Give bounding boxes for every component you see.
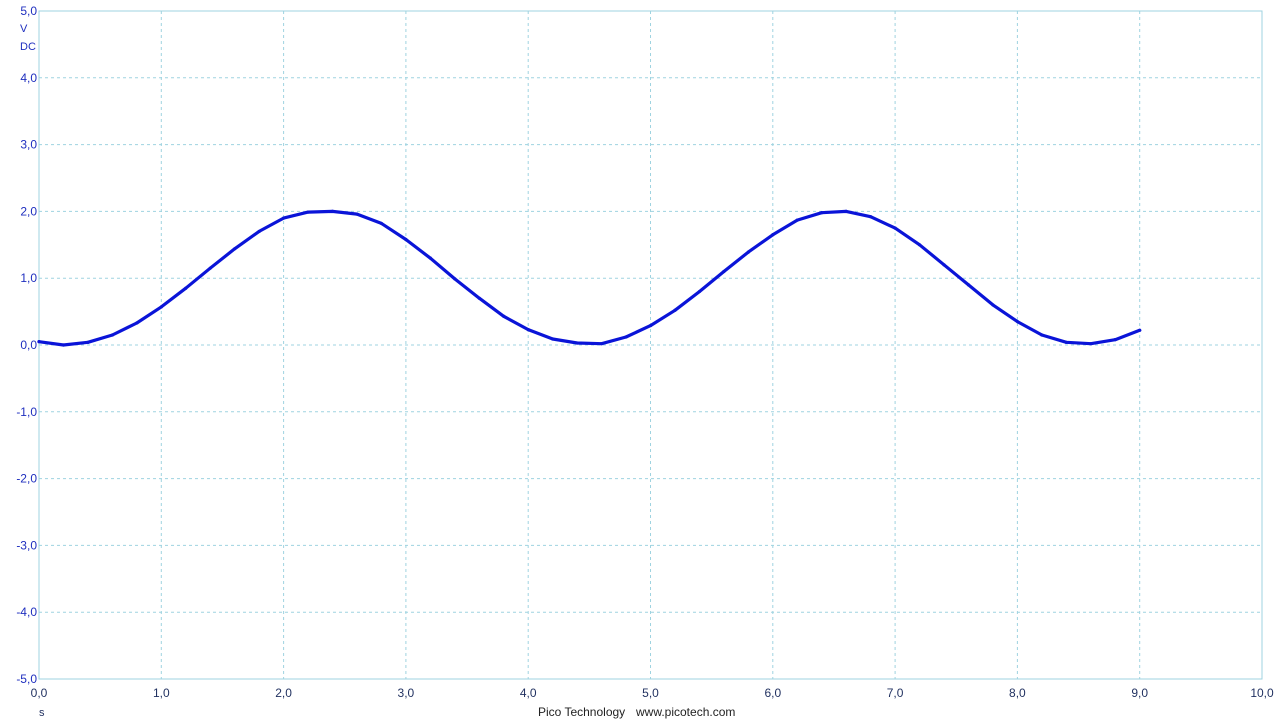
series-line: [37, 209, 1142, 347]
series-point: [893, 226, 897, 230]
y-tick-label: 0,0: [20, 338, 37, 352]
x-tick-label: 7,0: [887, 686, 904, 700]
series-point: [477, 296, 481, 300]
series-point: [746, 250, 750, 254]
series-point: [697, 289, 702, 294]
series-point: [86, 340, 90, 344]
series-point: [159, 305, 163, 309]
y-tick-label: -5,0: [16, 672, 37, 686]
y-axis-unit: V: [20, 23, 28, 35]
series-point: [184, 286, 188, 290]
series-point: [257, 229, 261, 234]
footer-brand: Pico Technology: [538, 705, 625, 719]
x-tick-label: 1,0: [153, 686, 170, 700]
x-tick-label: 10,0: [1250, 686, 1274, 700]
series-point: [722, 269, 726, 274]
series-point: [869, 215, 873, 219]
x-tick-label: 3,0: [398, 686, 415, 700]
y-tick-label: -3,0: [16, 538, 37, 552]
series-point: [844, 209, 848, 213]
series-point: [110, 333, 114, 337]
y-tick-label: 5,0: [20, 4, 37, 18]
series-point: [61, 343, 66, 347]
series-point: [575, 341, 579, 345]
x-axis-ticks: 0,0 1,0 2,0 3,0 4,0 5,0 6,0 7,0 8,0 9,0 10,0: [31, 686, 1274, 700]
series-point: [37, 340, 41, 344]
y-tick-label: 1,0: [20, 271, 37, 285]
series-point: [379, 221, 384, 226]
series-point: [1040, 333, 1044, 337]
series-point: [404, 237, 408, 242]
x-tick-label: 2,0: [275, 686, 292, 700]
series-point: [551, 337, 555, 341]
series-point: [1064, 340, 1068, 344]
y-tick-label: 3,0: [20, 138, 37, 152]
series-point: [208, 266, 212, 270]
x-tick-label: 9,0: [1131, 686, 1148, 700]
series-point: [453, 277, 457, 281]
series-point: [1138, 328, 1142, 332]
series-point: [306, 210, 310, 214]
series-point: [1089, 342, 1093, 346]
y-tick-label: -2,0: [16, 472, 37, 486]
series-point: [648, 324, 653, 328]
y-tick-label: -1,0: [16, 405, 37, 419]
x-tick-label: 6,0: [764, 686, 781, 700]
series-point: [330, 209, 335, 213]
series-point: [1113, 338, 1117, 342]
x-tick-label: 0,0: [31, 686, 48, 700]
series-point: [135, 321, 139, 325]
y-tick-label: -4,0: [16, 605, 37, 619]
series-point: [502, 314, 506, 318]
series-point: [673, 308, 677, 312]
series-point: [599, 342, 604, 346]
series-point: [771, 233, 775, 237]
y-axis-ticks: 5,0 4,0 3,0 2,0 1,0 0,0 -1,0 -2,0 -3,0 -4,0 -5,0: [16, 4, 37, 686]
series-point: [282, 216, 286, 220]
y-axis-coupling: DC: [20, 41, 36, 53]
series-point: [233, 247, 237, 251]
series-point: [991, 303, 995, 307]
series-point: [428, 256, 432, 260]
series-point: [917, 243, 922, 247]
series-point: [355, 212, 359, 216]
series-point: [526, 328, 530, 332]
series-point: [795, 218, 799, 222]
x-tick-label: 5,0: [642, 686, 659, 700]
footer-url: www.picotech.com: [635, 705, 735, 719]
y-tick-label: 4,0: [20, 71, 37, 85]
series-layer: [37, 209, 1142, 347]
series-point: [966, 283, 971, 287]
x-tick-label: 8,0: [1009, 686, 1026, 700]
series-point: [942, 263, 946, 267]
series-point: [624, 335, 628, 339]
grid: [38, 10, 1263, 680]
y-tick-label: 2,0: [20, 204, 37, 218]
x-axis-unit: s: [39, 707, 45, 719]
series-point: [1015, 320, 1020, 324]
x-tick-label: 4,0: [520, 686, 537, 700]
series-point: [820, 211, 824, 215]
